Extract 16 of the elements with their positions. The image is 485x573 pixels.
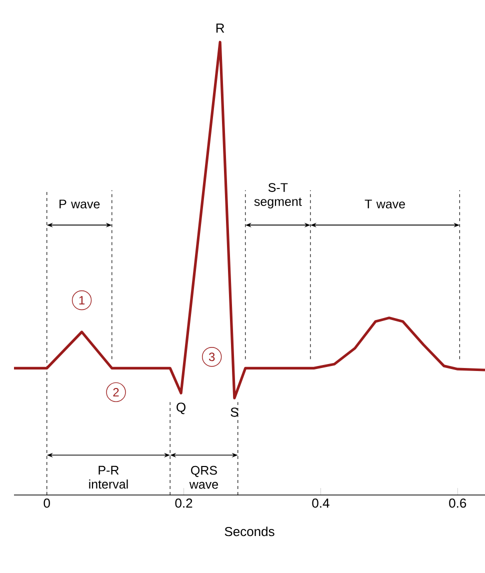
annotation: P-R interval	[89, 466, 128, 489]
x-tick-label: 0.2	[175, 498, 192, 508]
annotation: Q	[176, 402, 186, 414]
annotation: S	[230, 408, 238, 417]
annotation: P wave	[60, 200, 100, 208]
annotation: T wave	[364, 200, 405, 208]
annotation: QRS wave	[189, 466, 218, 489]
annotation: 3	[208, 352, 215, 362]
annotation: S-T segment	[254, 183, 302, 208]
x-tick-label: 0	[44, 498, 50, 508]
x-axis-title: Seconds	[224, 526, 274, 536]
x-tick-label: 0.6	[449, 498, 466, 508]
annotation: R	[216, 24, 224, 33]
x-tick-label: 0.4	[312, 498, 330, 508]
annotation: 2	[113, 388, 119, 396]
annotation: 1	[79, 296, 85, 304]
